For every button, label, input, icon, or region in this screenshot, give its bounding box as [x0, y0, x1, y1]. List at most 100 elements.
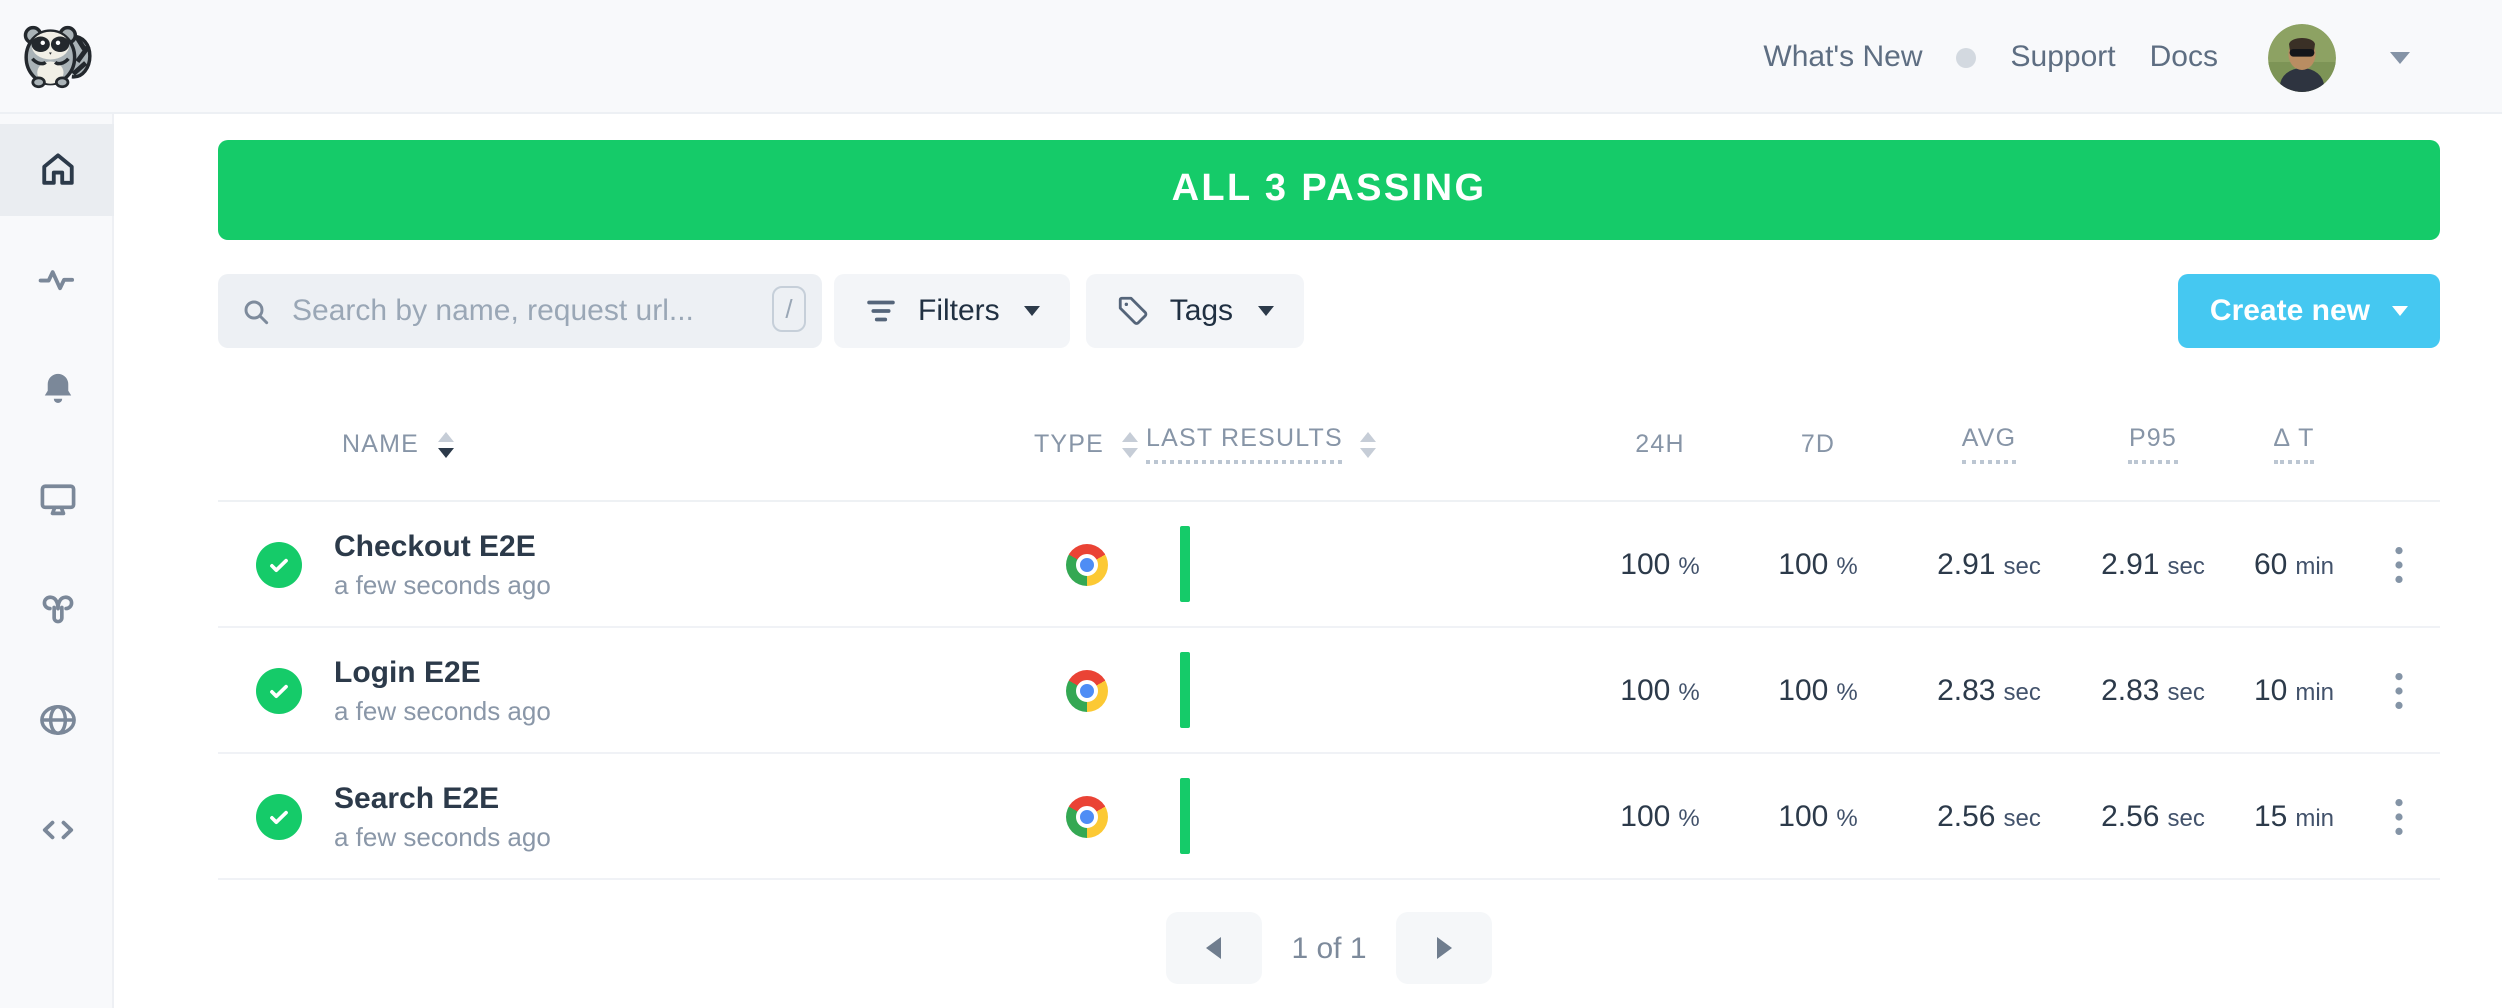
sort-toggle-type[interactable] [1122, 431, 1139, 457]
sidebar-item-maintenance[interactable] [0, 564, 114, 656]
value-delta-t: 10 [2253, 673, 2288, 707]
result-tick[interactable] [1180, 652, 1189, 728]
prev-page-button[interactable] [1165, 912, 1262, 984]
chrome-browser-icon [1065, 795, 1107, 837]
sidebar-item-alerts[interactable] [0, 344, 114, 436]
monitor-icon [39, 484, 75, 516]
search-input[interactable] [288, 292, 756, 330]
tags-caret-icon [1257, 306, 1274, 316]
value-delta-t: 15 [2253, 799, 2288, 833]
nav-support-link[interactable]: Support [2010, 40, 2116, 74]
unit-p95: sec [2167, 551, 2205, 579]
check-last-run: a few seconds ago [334, 695, 551, 725]
status-banner[interactable]: ALL 3 PASSING [218, 140, 2440, 240]
check-last-run: a few seconds ago [334, 569, 551, 599]
unit-7d: % [1836, 677, 1858, 705]
result-tick[interactable] [1180, 526, 1189, 602]
user-menu-caret-icon[interactable] [2390, 51, 2410, 63]
value-p95: 2.56 [2101, 799, 2160, 833]
value-24h: 100 [1620, 799, 1671, 833]
unit-delta-t: min [2295, 551, 2335, 579]
row-menu-kebab-icon[interactable] [2386, 537, 2412, 591]
table-header: NAME TYPE LAST RESULTS [218, 388, 2440, 502]
globe-icon [39, 705, 75, 735]
sort-up-icon [1360, 431, 1377, 441]
value-24h: 100 [1620, 673, 1671, 707]
column-header-p95[interactable]: P95 [2128, 424, 2178, 464]
column-header-24h: 24H [1635, 430, 1685, 458]
result-tick[interactable] [1180, 778, 1189, 854]
chrome-browser-icon [1065, 669, 1107, 711]
table-row[interactable]: Login E2E a few seconds ago 100% 100% 2.… [218, 628, 2440, 754]
pagination: 1 of 1 [218, 912, 2440, 984]
sort-toggle-last-results[interactable] [1360, 431, 1377, 457]
sort-down-icon [1360, 447, 1377, 457]
toolbar: / Filters Tags [218, 274, 2440, 348]
notification-dot-icon [1956, 47, 1977, 67]
last-results-cell [1146, 778, 1498, 854]
column-header-type[interactable]: TYPE [1033, 430, 1105, 458]
chrome-browser-icon [1065, 543, 1107, 585]
column-header-name[interactable]: NAME [342, 430, 420, 458]
passing-check-icon [256, 667, 302, 713]
unit-24h: % [1678, 677, 1700, 705]
create-new-button[interactable]: Create new [2177, 274, 2440, 348]
nav-whats-new-link[interactable]: What's New [1763, 40, 1923, 74]
filter-icon [867, 300, 895, 322]
check-name[interactable]: Search E2E [334, 781, 500, 815]
value-p95: 2.91 [2101, 547, 2160, 581]
sidebar-item-checks[interactable] [0, 234, 114, 326]
code-icon [41, 820, 73, 840]
sidebar-item-snippets[interactable] [0, 784, 114, 876]
value-avg: 2.56 [1937, 799, 1996, 833]
value-p95: 2.83 [2101, 673, 2160, 707]
sidebar [0, 114, 114, 1008]
unit-7d: % [1836, 551, 1858, 579]
raccoon-logo-icon[interactable] [22, 14, 94, 98]
unit-p95: sec [2167, 803, 2205, 831]
tags-button[interactable]: Tags [1085, 274, 1304, 348]
search-shortcut-badge: / [772, 286, 806, 332]
sidebar-item-dashboards[interactable] [0, 454, 114, 546]
filters-button-label: Filters [918, 294, 1000, 328]
status-banner-text: ALL 3 PASSING [1171, 168, 1487, 210]
column-header-delta-t[interactable]: Δ T [2273, 424, 2315, 464]
column-header-avg[interactable]: AVG [1961, 424, 2017, 464]
sidebar-item-private-locations[interactable] [0, 674, 114, 766]
main-content: ALL 3 PASSING / Filters [114, 114, 2502, 1008]
create-new-caret-icon [2392, 306, 2408, 316]
filters-button[interactable]: Filters [834, 274, 1070, 348]
value-delta-t: 60 [2253, 547, 2288, 581]
sidebar-item-home[interactable] [0, 124, 114, 216]
column-header-7d: 7D [1800, 430, 1836, 458]
row-menu-kebab-icon[interactable] [2386, 663, 2412, 717]
sort-up-icon [437, 431, 454, 441]
value-avg: 2.91 [1937, 547, 1996, 581]
search-icon [244, 299, 269, 324]
chevron-left-icon [1205, 937, 1221, 959]
unit-24h: % [1678, 803, 1700, 831]
value-7d: 100 [1778, 673, 1829, 707]
next-page-button[interactable] [1396, 912, 1493, 984]
value-7d: 100 [1778, 547, 1829, 581]
unit-24h: % [1678, 551, 1700, 579]
unit-p95: sec [2167, 677, 2205, 705]
unit-7d: % [1836, 803, 1858, 831]
check-name[interactable]: Login E2E [334, 655, 481, 689]
user-avatar[interactable] [2268, 23, 2336, 91]
row-menu-kebab-icon[interactable] [2386, 789, 2412, 843]
table-row[interactable]: Checkout E2E a few seconds ago 100% 100%… [218, 502, 2440, 628]
check-name[interactable]: Checkout E2E [334, 529, 536, 563]
nav-docs-link[interactable]: Docs [2149, 40, 2218, 74]
check-last-run: a few seconds ago [334, 821, 551, 851]
last-results-cell [1146, 652, 1498, 728]
home-icon [41, 153, 73, 185]
value-avg: 2.83 [1937, 673, 1996, 707]
last-results-cell [1146, 526, 1498, 602]
sort-down-icon [437, 447, 454, 457]
sort-toggle-name[interactable] [437, 431, 454, 457]
table-row[interactable]: Search E2E a few seconds ago 100% 100% 2… [218, 754, 2440, 880]
column-header-last-results[interactable]: LAST RESULTS [1146, 424, 1343, 464]
value-24h: 100 [1620, 547, 1671, 581]
